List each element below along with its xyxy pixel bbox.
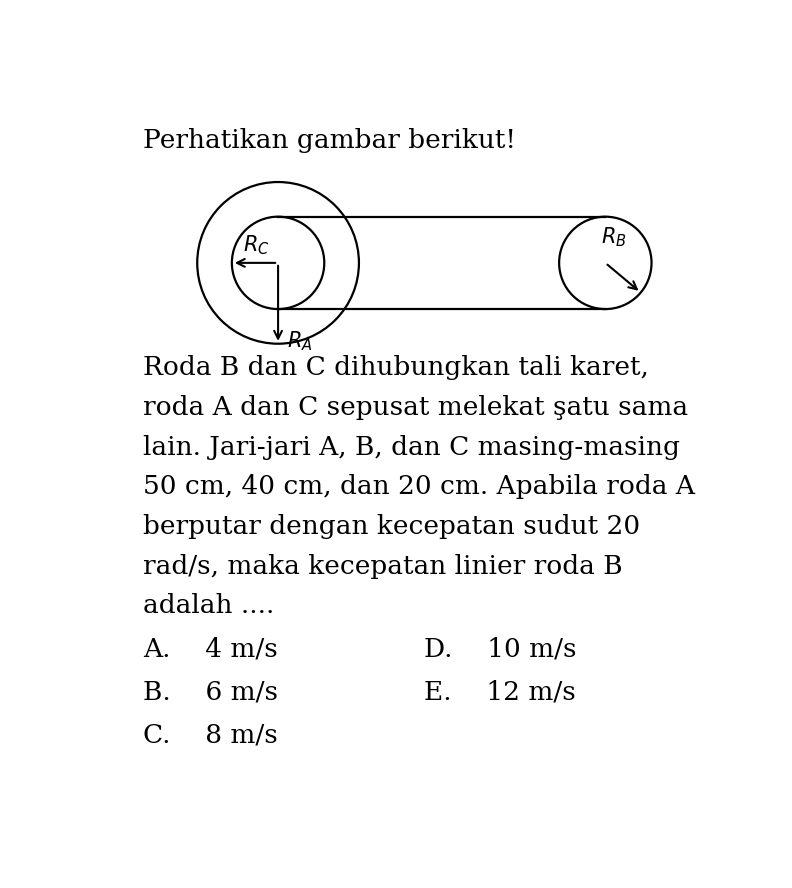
Text: $R_B$: $R_B$ [601,226,627,249]
Text: berputar dengan kecepatan sudut 20: berputar dengan kecepatan sudut 20 [143,514,641,539]
Text: Perhatikan gambar berikut!: Perhatikan gambar berikut! [143,128,516,153]
Text: D.  10 m/s: D. 10 m/s [425,637,577,662]
Text: roda A dan C sepusat melekat şatu sama: roda A dan C sepusat melekat şatu sama [143,395,688,420]
Text: $R_A$: $R_A$ [287,329,313,353]
Text: Roda B dan C dihubungkan tali karet,: Roda B dan C dihubungkan tali karet, [143,355,649,380]
Text: adalah ....: adalah .... [143,593,275,618]
Text: rad/s, maka kecepatan linier roda B: rad/s, maka kecepatan linier roda B [143,553,623,579]
Text: 50 cm, 40 cm, dan 20 cm. Apabila roda A: 50 cm, 40 cm, dan 20 cm. Apabila roda A [143,474,695,499]
Text: $R_C$: $R_C$ [243,234,270,258]
Text: A.  4 m/s: A. 4 m/s [143,637,278,662]
Text: C.  8 m/s: C. 8 m/s [143,723,278,748]
Text: lain. Jari-jari A, B, dan C masing-masing: lain. Jari-jari A, B, dan C masing-masin… [143,434,680,460]
Text: E.  12 m/s: E. 12 m/s [425,680,576,705]
Text: B.  6 m/s: B. 6 m/s [143,680,278,705]
